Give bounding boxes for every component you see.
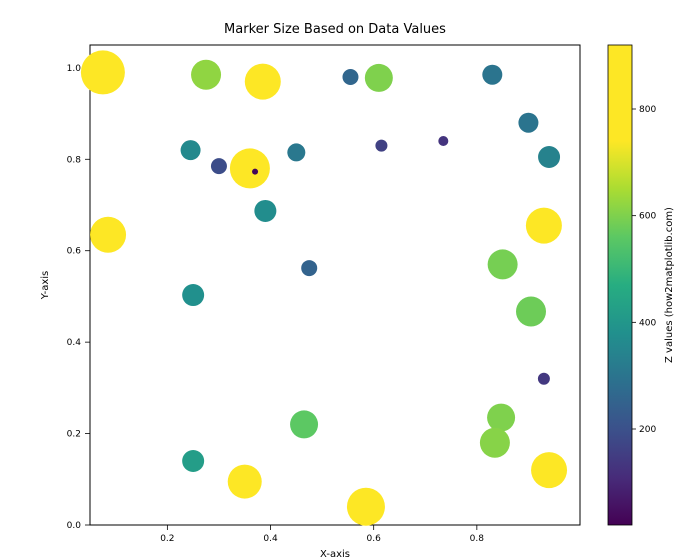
scatter-point xyxy=(90,217,126,253)
colorbar xyxy=(608,45,632,525)
scatter-point xyxy=(230,148,270,188)
x-tick-label: 0.4 xyxy=(263,534,278,544)
x-axis-label: X-axis xyxy=(320,549,350,560)
y-tick-label: 0.0 xyxy=(67,521,82,531)
scatter-point xyxy=(488,249,518,279)
scatter-point xyxy=(254,200,276,222)
y-tick-label: 0.8 xyxy=(67,155,82,165)
scatter-point xyxy=(182,450,204,472)
y-tick-label: 1.0 xyxy=(67,64,82,74)
colorbar-tick-label: 200 xyxy=(639,425,656,435)
colorbar-label: Z values (how2matplotlib.com) xyxy=(664,207,675,363)
scatter-point xyxy=(365,64,393,92)
scatter-point xyxy=(182,284,204,306)
y-tick-label: 0.4 xyxy=(67,338,82,348)
scatter-point xyxy=(438,136,448,146)
colorbar-tick-label: 800 xyxy=(639,105,656,115)
scatter-point xyxy=(191,60,221,90)
chart-title: Marker Size Based on Data Values xyxy=(224,22,446,37)
scatter-point xyxy=(228,465,262,499)
scatter-point xyxy=(342,69,358,85)
scatter-point xyxy=(482,65,502,85)
scatter-point xyxy=(252,169,258,175)
scatter-point xyxy=(347,488,385,526)
scatter-point xyxy=(287,143,305,161)
y-axis-label: Y-axis xyxy=(40,271,51,301)
scatter-point xyxy=(301,260,317,276)
scatter-point xyxy=(245,64,281,100)
scatter-chart: 0.2 0.4 0.6 0.8 0.0 0.2 0.4 0.6 0.8 1.0 Marker Siz… xyxy=(0,0,700,560)
scatter-point xyxy=(538,146,560,168)
scatter-point xyxy=(526,208,562,244)
x-tick-label: 0.6 xyxy=(367,534,382,544)
scatter-point xyxy=(480,428,510,458)
x-tick-label: 0.8 xyxy=(470,534,485,544)
x-tick-label: 0.2 xyxy=(160,534,174,544)
colorbar-tick-label: 600 xyxy=(639,212,656,222)
scatter-point xyxy=(290,410,318,438)
scatter-point xyxy=(211,158,227,174)
colorbar-tick-label: 400 xyxy=(639,318,656,328)
scatter-point xyxy=(518,113,538,133)
scatter-point xyxy=(181,140,201,160)
scatter-point xyxy=(375,140,387,152)
scatter-point xyxy=(516,297,546,327)
scatter-point xyxy=(531,452,567,488)
y-tick-label: 0.2 xyxy=(67,430,81,440)
scatter-point xyxy=(487,404,515,432)
y-tick-label: 0.6 xyxy=(67,247,82,257)
scatter-point xyxy=(538,373,550,385)
scatter-point xyxy=(81,50,125,94)
